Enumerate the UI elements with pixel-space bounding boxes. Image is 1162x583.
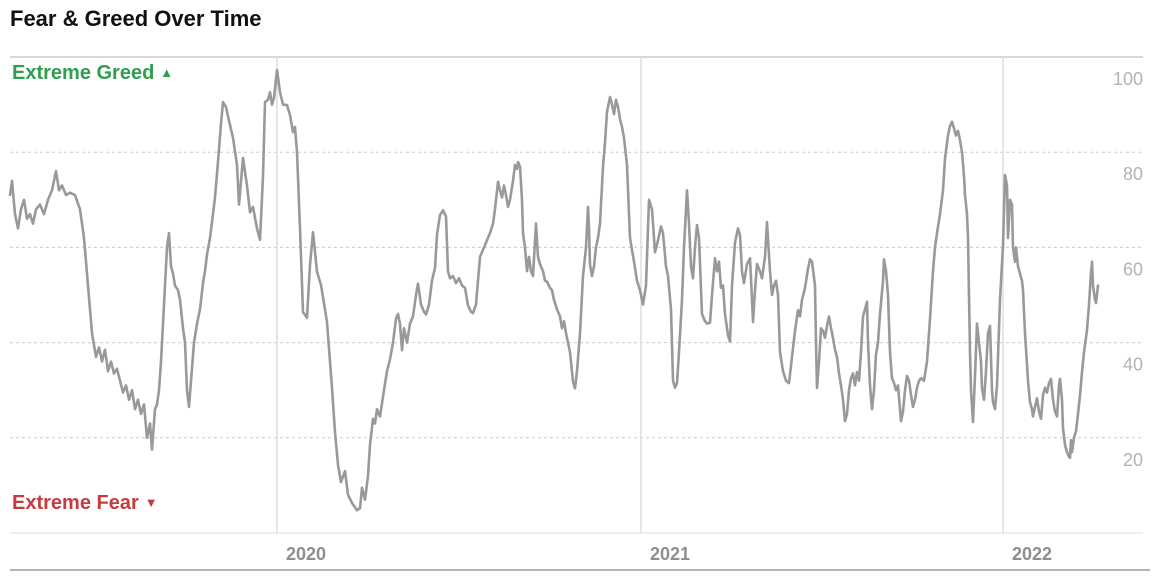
- extreme-fear-annotation: Extreme Fear ▼: [12, 492, 158, 515]
- x-axis-label-2020: 2020: [286, 544, 326, 564]
- extreme-greed-label: Extreme Greed: [12, 62, 155, 84]
- fear-down-triangle-icon: ▼: [144, 495, 158, 510]
- y-axis-label-40: 40: [1123, 355, 1143, 375]
- chart-title: Fear & Greed Over Time: [10, 6, 262, 31]
- data-line-fear-greed-index: [8, 68, 1100, 512]
- extreme-greed-annotation: Extreme Greed ▲: [12, 62, 173, 85]
- y-axis-label-100: 100: [1113, 69, 1143, 89]
- x-axis-label-2021: 2021: [650, 544, 690, 564]
- extreme-fear-label: Extreme Fear: [12, 492, 139, 514]
- x-axis-label-2022: 2022: [1012, 544, 1052, 564]
- y-axis-label-20: 20: [1123, 450, 1143, 470]
- greed-up-triangle-icon: ▲: [160, 65, 174, 80]
- y-axis-label-60: 60: [1123, 259, 1143, 279]
- y-axis-label-80: 80: [1123, 164, 1143, 184]
